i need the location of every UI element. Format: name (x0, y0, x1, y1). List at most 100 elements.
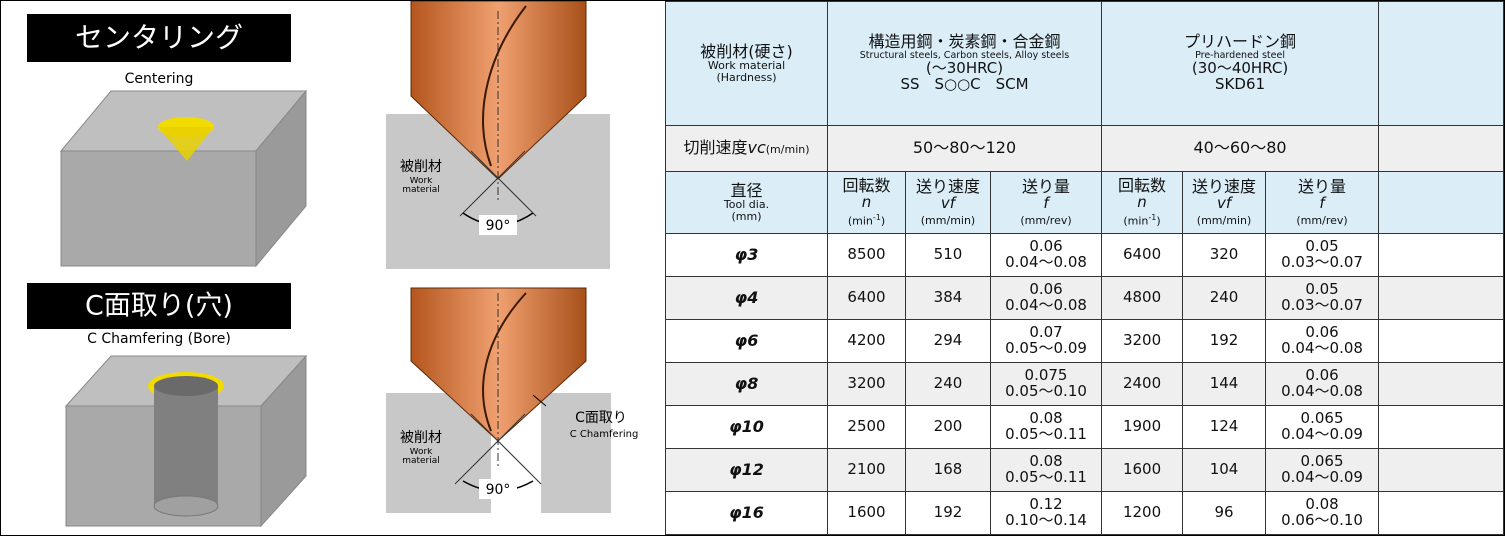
feed-speed: 192 (905, 491, 991, 535)
angle-label: 90° (486, 482, 511, 498)
feed-speed-value: 96 (1214, 503, 1234, 522)
cs-value: 50～80～120 (912, 138, 1017, 158)
column-header: 回転数 n (min-1) (1101, 171, 1184, 234)
feed-value: 0.08 (1305, 495, 1339, 514)
feed-speed-value: 294 (933, 331, 963, 350)
unit-end: ) (880, 214, 886, 228)
table-row: 直径 Tool dia. (mm) 回転数 n (min-1) 送り速度 vf (mm/min)… (665, 171, 1504, 234)
feed-speed: 240 (905, 362, 991, 406)
column-header: 送り量 f (mm/rev) (989, 171, 1103, 234)
group-grades: SS S○○C SCM (900, 74, 1029, 93)
feed-speed-value: 168 (933, 460, 963, 479)
column-header: 送り速度 vf (mm/min) (905, 171, 991, 234)
col-name: 送り量 (1022, 176, 1071, 196)
col-unit: (min-1) (1103, 212, 1182, 227)
group-ja: プリハードン鋼 (1184, 32, 1297, 52)
feed-value: 0.06 (1029, 280, 1063, 299)
header-group: 構造用鋼・炭素鋼・合金鋼 Structural steels, Carbon st… (826, 1, 1103, 126)
cs-unit: (m/min) (765, 143, 810, 157)
rpm-value: 2400 (1122, 374, 1162, 393)
dia-cell: φ12 (665, 448, 828, 492)
feed-value: 0.065 (1300, 452, 1344, 471)
feed-speed: 168 (905, 448, 991, 492)
feed: 0.06 0.04～0.08 (1265, 319, 1380, 363)
table-row: φ3 8500 510 0.06 0.04～0.08 6400 320 0.05 0.03～0.… (665, 233, 1504, 277)
col-name: 送り量 (1298, 176, 1347, 196)
rpm-value: 6400 (1122, 245, 1162, 264)
rpm: 2100 (827, 448, 906, 492)
feed: 0.05 0.03～0.07 (1265, 233, 1380, 277)
feed-value: 0.12 (1029, 495, 1063, 514)
feed-speed: 144 (1182, 362, 1267, 406)
work-material-en-box: Work material (402, 177, 440, 195)
feed: 0.06 0.04～0.08 (1265, 362, 1380, 406)
feed-speed-value: 144 (1209, 374, 1239, 393)
dia: φ16 (729, 502, 764, 522)
feed-range: 0.10～0.14 (1005, 511, 1087, 529)
chamfer-label: C面取り (575, 410, 627, 426)
rpm: 2500 (827, 405, 906, 449)
empty-cell (1378, 448, 1504, 492)
feed-range: 0.06～0.10 (1281, 511, 1363, 529)
dia: φ12 (729, 459, 764, 479)
unit: (min (847, 214, 873, 228)
dia-ja: 直径 (730, 180, 763, 200)
feed-value: 0.05 (1305, 280, 1339, 299)
cutting-speed-label: 切削速度vc(m/min) (665, 125, 828, 172)
rpm: 2400 (1101, 362, 1184, 406)
dia-cell: φ16 (665, 491, 828, 535)
unit-sup: -1 (1148, 212, 1157, 222)
feed-speed: 240 (1182, 276, 1267, 320)
feed: 0.08 0.06～0.10 (1265, 491, 1380, 535)
unit: (mm/rev) (1020, 213, 1072, 227)
section-title: C面取り(穴) (85, 291, 233, 322)
empty-cell (1378, 125, 1504, 172)
cutting-speed-value: 40～60～80 (1101, 125, 1380, 172)
feed-speed: 124 (1182, 405, 1267, 449)
feed-speed: 384 (905, 276, 991, 320)
dia: φ3 (734, 244, 759, 264)
feed-speed-value: 192 (1209, 331, 1239, 350)
feed-speed-value: 240 (1209, 288, 1239, 307)
rpm: 3200 (1101, 319, 1184, 363)
rpm: 6400 (827, 276, 906, 320)
feed-speed: 200 (905, 405, 991, 449)
rpm-value: 3200 (847, 374, 886, 393)
unit-sup: -1 (872, 212, 881, 222)
block-chamfering (64, 354, 308, 528)
col-unit: (mm/min) (907, 214, 990, 227)
feed-value: 0.06 (1305, 323, 1339, 342)
feed: 0.07 0.05～0.09 (989, 319, 1103, 363)
group-en: Pre-hardened steel (1195, 50, 1285, 62)
feed-value: 0.08 (1029, 409, 1063, 428)
dia: φ8 (734, 373, 759, 393)
work-material-en: Work material (402, 448, 440, 466)
column-header: 送り速度 vf (mm/min) (1182, 171, 1267, 234)
feed-range: 0.04～0.09 (1281, 468, 1363, 486)
group-grades: SKD61 (1215, 74, 1266, 93)
rpm-value: 6400 (847, 288, 886, 307)
rpm: 3200 (827, 362, 906, 406)
table-row: 被削材(硬さ) Work material (Hardness) 構造用鋼・炭素鋼・合… (665, 1, 1504, 126)
feed-speed-value: 240 (933, 374, 963, 393)
rpm-value: 8500 (847, 245, 886, 264)
feed: 0.065 0.04～0.09 (1265, 448, 1380, 492)
feed-range: 0.03～0.07 (1281, 296, 1363, 314)
feed-speed: 192 (1182, 319, 1267, 363)
dia-cell: φ3 (665, 233, 828, 277)
rpm-value: 1900 (1122, 417, 1162, 436)
dia: φ6 (734, 330, 759, 350)
rpm-value: 4800 (1122, 288, 1162, 307)
title-bar (27, 14, 291, 62)
empty-cell (1378, 233, 1504, 277)
col-name: 回転数 (1118, 176, 1167, 196)
rpm-value: 4200 (847, 331, 886, 350)
feed-speed-value: 200 (933, 417, 963, 436)
feed-speed: 510 (905, 233, 991, 277)
work-material-en: Work material (402, 177, 440, 195)
empty-cell (1378, 362, 1504, 406)
col-symbol: vf (940, 193, 956, 212)
rpm: 1900 (1101, 405, 1184, 449)
dia-header: 直径 Tool dia. (mm) (665, 171, 828, 234)
rpm: 4800 (1101, 276, 1184, 320)
